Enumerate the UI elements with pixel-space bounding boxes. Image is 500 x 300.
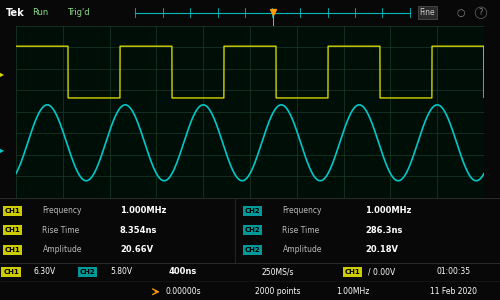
Text: 11 Feb 2020: 11 Feb 2020	[430, 287, 478, 296]
Text: Rise Time: Rise Time	[282, 226, 320, 235]
Text: CH1: CH1	[4, 227, 20, 233]
Text: 2▶: 2▶	[0, 145, 4, 154]
Text: CH1: CH1	[4, 247, 20, 253]
Text: CH1: CH1	[3, 269, 19, 275]
Text: 286.3ns: 286.3ns	[365, 226, 403, 235]
Text: Amplitude: Amplitude	[282, 245, 322, 254]
Text: 8.354ns: 8.354ns	[120, 226, 158, 235]
Text: 1.00MHz: 1.00MHz	[336, 287, 369, 296]
Text: ○: ○	[457, 8, 465, 18]
Text: ?: ?	[479, 8, 483, 17]
Text: CH2: CH2	[244, 247, 260, 253]
Text: 6.30V: 6.30V	[34, 267, 56, 276]
Text: 2000 points: 2000 points	[255, 287, 300, 296]
Text: Run: Run	[32, 8, 49, 17]
Text: 250MS/s: 250MS/s	[261, 267, 294, 276]
Text: CH2: CH2	[80, 269, 96, 275]
Text: 1▶: 1▶	[0, 69, 4, 78]
Text: 5.80V: 5.80V	[110, 267, 132, 276]
Text: 1.000MHz: 1.000MHz	[365, 206, 412, 215]
Text: Amplitude: Amplitude	[42, 245, 82, 254]
Text: Trig'd: Trig'd	[68, 8, 90, 17]
Text: 01:00:35: 01:00:35	[437, 267, 471, 276]
Text: CH1: CH1	[4, 208, 20, 214]
Text: 1.000MHz: 1.000MHz	[120, 206, 166, 215]
Text: 0.00000s: 0.00000s	[166, 287, 202, 296]
Text: Tek: Tek	[6, 8, 25, 18]
Text: CH2: CH2	[244, 227, 260, 233]
Text: Rise Time: Rise Time	[42, 226, 80, 235]
Text: Frequency: Frequency	[282, 206, 322, 215]
Text: 20.66V: 20.66V	[120, 245, 153, 254]
Text: 400ns: 400ns	[168, 267, 196, 276]
Text: Fine: Fine	[420, 8, 436, 17]
Text: Frequency: Frequency	[42, 206, 82, 215]
Text: CH1: CH1	[344, 269, 360, 275]
Text: / 0.00V: / 0.00V	[368, 267, 395, 276]
Text: 20.18V: 20.18V	[365, 245, 398, 254]
Text: ◀: ◀	[0, 299, 1, 300]
Text: CH2: CH2	[244, 208, 260, 214]
